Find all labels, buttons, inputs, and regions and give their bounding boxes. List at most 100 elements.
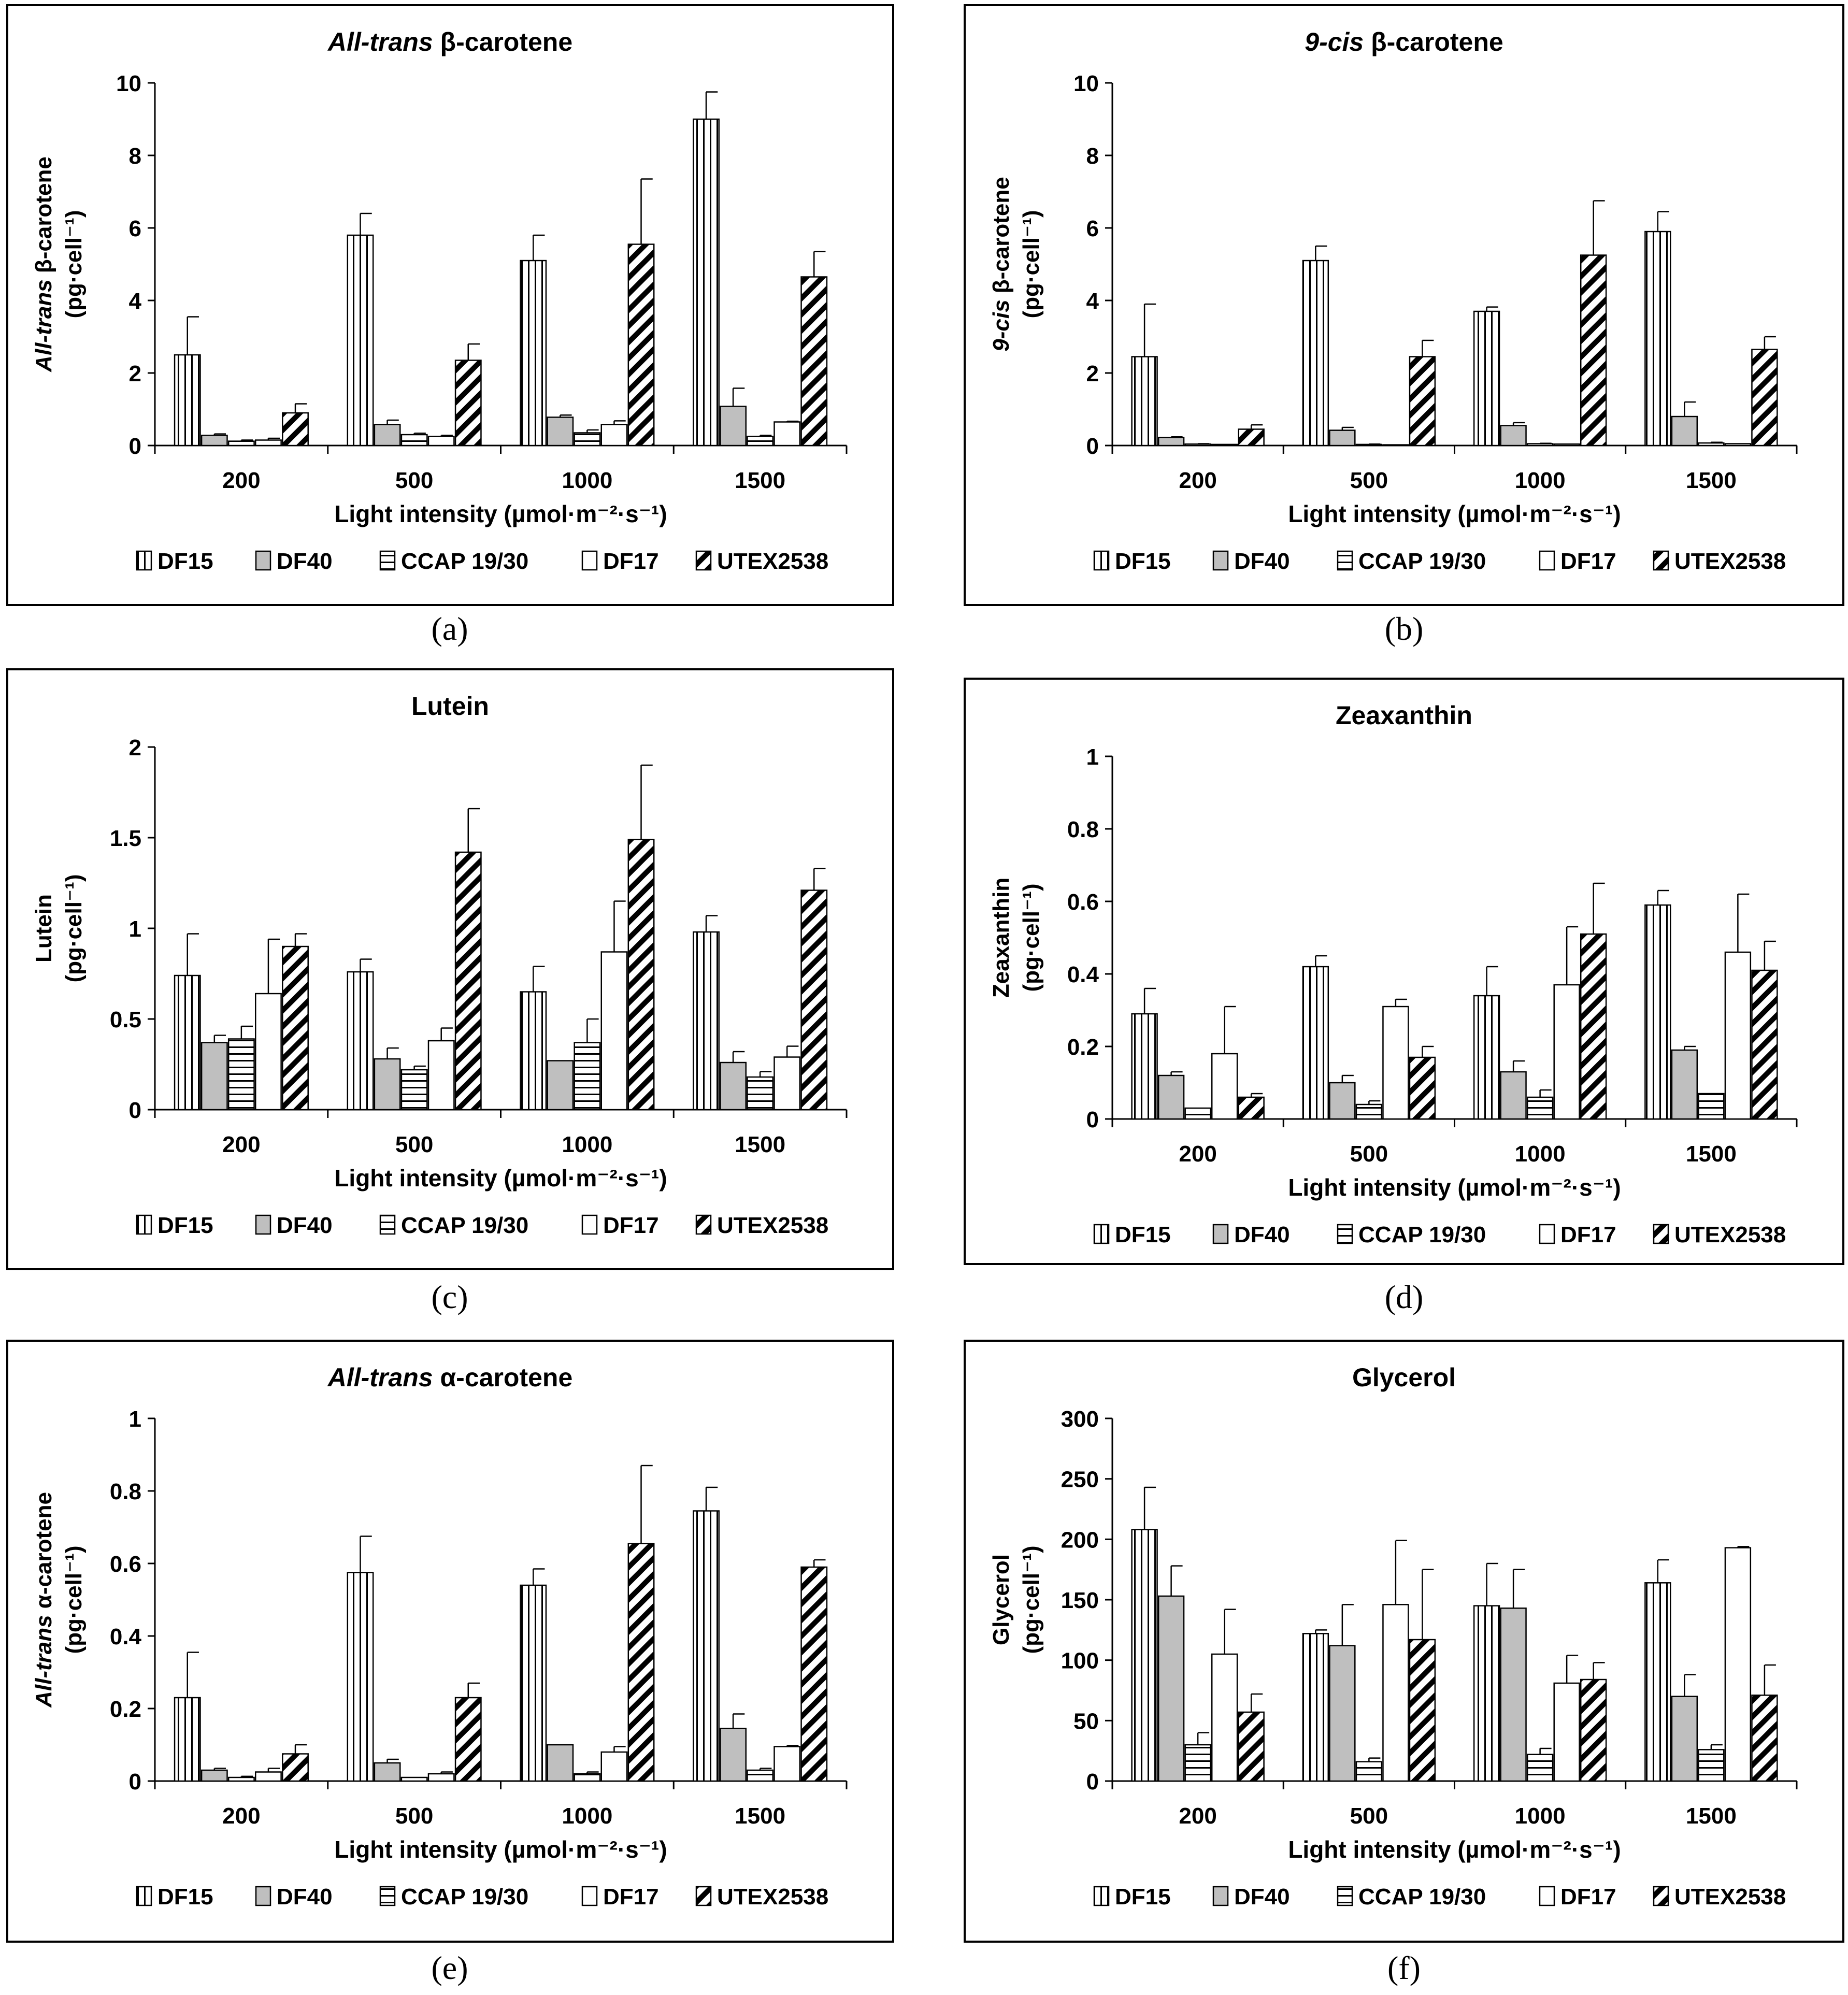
legend-swatch [1093, 1886, 1110, 1906]
legend-swatch [1337, 550, 1353, 571]
bar-utex2538-500 [454, 360, 482, 447]
bar-df17-500 [1382, 1006, 1409, 1120]
x-tick-label: 1000 [562, 468, 612, 493]
x-tick-label: 500 [1350, 1803, 1388, 1829]
y-tick-label: 6 [129, 216, 141, 241]
y-axis-label-name-rest: Zeaxanthin [989, 878, 1014, 998]
panel-frame [964, 678, 1844, 1265]
bar-ccap-19-30-1000 [574, 1042, 601, 1111]
bar-df15-1500 [693, 118, 720, 447]
x-tick-label: 1500 [735, 1803, 785, 1829]
y-tick-label: 0 [129, 434, 141, 459]
bar-ccap-19-30-500 [400, 1776, 428, 1782]
legend-swatch [1539, 1224, 1555, 1244]
legend-swatch [1539, 550, 1555, 571]
y-axis-label-name: Lutein [31, 894, 56, 963]
legend-swatch [379, 550, 396, 571]
legend-swatch [1653, 1224, 1669, 1244]
y-tick-label: 100 [1061, 1648, 1099, 1674]
x-tick-label: 1500 [1686, 1803, 1737, 1829]
bar-df17-500 [1382, 444, 1409, 447]
legend-label: UTEX2538 [1674, 1884, 1786, 1910]
x-axis-label: Light intensity (µmol·m⁻²·s⁻¹) [1288, 500, 1621, 527]
bar-utex2538-1000 [627, 1543, 655, 1782]
panel-frame [964, 4, 1844, 606]
legend-label: DF15 [157, 549, 213, 574]
bar-df15-1000 [520, 1584, 547, 1782]
x-axis-label: Light intensity (µmol·m⁻²·s⁻¹) [1288, 1174, 1621, 1201]
y-tick-label: 1 [1086, 744, 1099, 770]
bar-df15-500 [347, 1572, 374, 1782]
bar-df17-200 [254, 439, 282, 447]
bar-df15-500 [1302, 260, 1329, 447]
y-tick-label: 200 [1061, 1527, 1099, 1553]
panel-label: (e) [431, 1949, 468, 1986]
legend-label: DF40 [277, 1213, 333, 1238]
y-tick-label: 0 [1086, 1107, 1099, 1132]
bar-ccap-19-30-1500 [747, 1076, 774, 1111]
bar-df15-200 [1131, 1013, 1158, 1120]
legend-swatch [1337, 1224, 1353, 1244]
bar-df40-1000 [547, 417, 574, 447]
bar-df17-1500 [773, 1746, 801, 1782]
bar-ccap-19-30-1500 [1698, 1093, 1725, 1120]
bar-df15-200 [174, 974, 201, 1111]
legend-label: DF15 [157, 1884, 213, 1910]
bar-df40-1500 [720, 1061, 747, 1111]
y-tick-label: 0.2 [1067, 1035, 1099, 1060]
bar-df17-1500 [1724, 443, 1752, 447]
legend-swatch [1653, 550, 1669, 571]
panel-label: (b) [1385, 610, 1424, 647]
y-axis-label-name: 9-cis β-carotene [989, 177, 1014, 351]
bar-df40-1000 [1500, 1071, 1527, 1120]
bar-df40-200 [200, 435, 228, 447]
chart-panel-a: All-trans β-carotene 0 2 4 6 8 10 All-trans β-c… [6, 4, 894, 606]
x-tick-label: 200 [1179, 1803, 1216, 1829]
legend-label: UTEX2538 [1674, 549, 1786, 574]
legend-swatch [1212, 1224, 1229, 1244]
y-tick-label: 150 [1061, 1588, 1099, 1613]
legend-label: UTEX2538 [1674, 1222, 1786, 1247]
bar-utex2538-500 [454, 1697, 482, 1782]
chart-title: Zeaxanthin [1336, 701, 1472, 730]
y-tick-label: 0.5 [110, 1007, 141, 1032]
y-tick-label: 300 [1061, 1406, 1099, 1432]
bar-ccap-19-30-500 [400, 434, 428, 447]
chart-title-rest: Zeaxanthin [1336, 701, 1472, 730]
bar-df40-1000 [547, 1744, 574, 1782]
legend-swatch [255, 1214, 271, 1235]
y-axis-label-unit: (pg·cell⁻¹) [61, 874, 87, 983]
bar-df17-1000 [1553, 984, 1580, 1120]
legend-label: DF17 [1560, 1884, 1616, 1910]
x-tick-label: 500 [395, 1132, 433, 1157]
chart-title-italic: 9-cis [1305, 27, 1364, 56]
legend-label: UTEX2538 [717, 1213, 828, 1238]
bar-ccap-19-30-1500 [1698, 442, 1725, 447]
y-tick-label: 0.8 [110, 1479, 141, 1504]
bar-df15-500 [1302, 966, 1329, 1120]
chart-title-rest: Glycerol [1352, 1363, 1456, 1392]
legend-label: DF17 [1560, 549, 1616, 574]
x-tick-label: 1500 [735, 468, 785, 493]
bar-utex2538-200 [282, 945, 309, 1111]
bar-utex2538-1000 [1580, 933, 1607, 1120]
bar-utex2538-200 [1238, 1096, 1265, 1120]
legend-swatch [581, 1214, 598, 1235]
y-tick-label: 10 [1073, 71, 1099, 96]
bar-df17-1500 [1724, 1547, 1752, 1782]
legend-swatch [1093, 1224, 1110, 1244]
legend-label: DF17 [1560, 1222, 1616, 1247]
bar-utex2538-1500 [1751, 969, 1778, 1120]
y-axis-label-unit: (pg·cell⁻¹) [1019, 884, 1044, 992]
chart-title: All-trans β-carotene [327, 27, 572, 56]
x-axis-label: Light intensity (µmol·m⁻²·s⁻¹) [334, 1836, 667, 1863]
bar-df40-500 [374, 1762, 401, 1782]
bar-utex2538-200 [1238, 1711, 1265, 1782]
y-tick-label: 2 [129, 735, 141, 760]
y-tick-label: 0.8 [1067, 817, 1099, 842]
bar-df15-1500 [693, 931, 720, 1111]
bar-utex2538-1500 [1751, 349, 1778, 447]
x-axis-label: Light intensity (µmol·m⁻²·s⁻¹) [1288, 1836, 1621, 1863]
